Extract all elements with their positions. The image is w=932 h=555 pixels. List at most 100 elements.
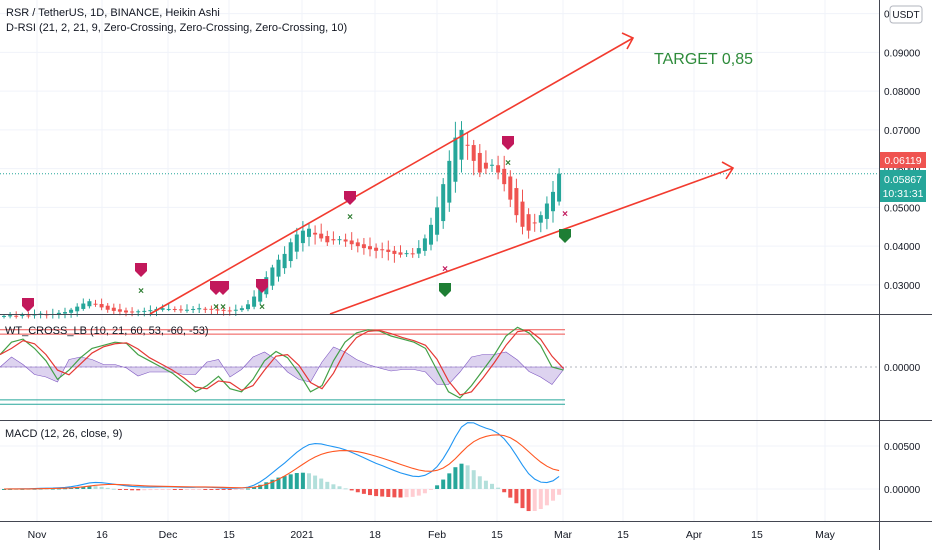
candle-body: [477, 152, 482, 173]
sell-signal-icon[interactable]: [135, 263, 147, 277]
buy-signal-icon[interactable]: [559, 229, 571, 243]
sell-signal-icon[interactable]: [217, 281, 229, 295]
candle-body: [136, 311, 141, 313]
time-axis[interactable]: Nov 16 Dec 15 2021 18 Feb 15 Mar 15 Apr 15 May: [28, 529, 836, 541]
candle-body: [374, 247, 379, 251]
macd-histogram-bar: [87, 485, 92, 489]
signal-markers: ×× × ×××××: [22, 136, 571, 313]
currency-label: USDT: [892, 10, 919, 21]
macd-histogram-bar: [459, 463, 464, 489]
macd-histogram-bar: [172, 489, 177, 490]
candle-body: [544, 203, 549, 219]
macd-histogram-bar: [551, 489, 555, 501]
candle-body: [276, 259, 281, 277]
macd-histogram-bar: [99, 486, 104, 489]
macd-histogram-bar: [282, 476, 287, 489]
macd-histogram-bar: [404, 489, 409, 498]
buy-signal-icon[interactable]: [439, 283, 451, 297]
candle-body: [508, 176, 513, 200]
candle-body: [337, 239, 342, 241]
candle-body: [483, 162, 488, 169]
macd-histogram-bar: [294, 473, 299, 489]
macd-histogram-bar: [160, 489, 165, 490]
candle-body: [502, 168, 507, 185]
sell-signal-icon[interactable]: [22, 298, 34, 312]
macd-histogram-bar: [288, 474, 293, 489]
macd-histogram-bar: [203, 489, 208, 490]
macd-histogram-bar: [410, 489, 415, 497]
candle-body: [246, 304, 250, 310]
candle-body: [239, 308, 244, 311]
candle-body: [349, 240, 354, 245]
macd-histogram-bar: [557, 489, 562, 495]
cross-signal-icon: ×: [562, 209, 568, 220]
candle-body: [325, 236, 330, 243]
candle-body: [87, 301, 92, 307]
symbol-title[interactable]: RSR / TetherUS, 1D, BINANCE, Heikin Ashi: [6, 7, 220, 19]
lower-trendline[interactable]: [329, 167, 734, 315]
wt-tick-label: 0.00000: [884, 363, 921, 374]
macd-histogram-bar: [490, 483, 494, 489]
macd-histogram-bar: [93, 486, 98, 489]
sell-signal-icon[interactable]: [344, 191, 356, 205]
candle-body: [532, 222, 537, 224]
macd-histogram-bar: [441, 479, 446, 489]
cross-signal-icon: ×: [220, 302, 226, 313]
upper-trendline[interactable]: [149, 37, 634, 315]
time-tick-label: 18: [369, 529, 381, 541]
candle-body: [215, 309, 220, 311]
currency-box[interactable]: [889, 5, 923, 24]
macd-histogram-bar: [477, 476, 482, 489]
macd-histogram-bar: [319, 478, 324, 489]
candle-body: [56, 312, 61, 315]
macd-histogram-bar: [355, 489, 360, 493]
macd-histogram-bar: [252, 486, 257, 489]
macd-histogram-bar: [520, 489, 525, 509]
candle-body: [343, 239, 348, 242]
target-label[interactable]: TARGET 0,85: [654, 51, 753, 68]
candle-body: [63, 312, 67, 314]
candle-body: [368, 246, 372, 250]
signal-line: [3, 434, 560, 490]
macd-histogram-bar: [386, 489, 391, 497]
macd-pane-title[interactable]: MACD (12, 26, close, 9): [5, 428, 122, 440]
candle-body: [209, 308, 214, 310]
time-tick-label: 15: [491, 529, 503, 541]
macd-histogram-bar: [185, 489, 189, 490]
macd-histogram-bar: [111, 488, 116, 490]
wt-pane-title[interactable]: WT_CROSS_LB (10, 21, 60, 53, -60, -53): [5, 325, 209, 337]
macd-histogram-bar: [258, 484, 263, 489]
candles-layer: [2, 121, 562, 319]
macd-histogram-bar: [75, 487, 80, 489]
candle-body: [416, 248, 421, 254]
cross-signal-icon: ×: [259, 302, 265, 313]
wt-pane: [0, 326, 879, 405]
candle-body: [148, 310, 153, 312]
macd-histogram-bar: [2, 489, 6, 490]
macd-histogram-bar: [130, 489, 135, 491]
candle-body: [465, 144, 470, 146]
price-tick-label: 0.07000: [884, 126, 921, 137]
macd-histogram-bar: [331, 484, 336, 489]
macd-histogram-bar: [325, 481, 330, 489]
candle-body: [20, 314, 25, 317]
candle-body: [422, 238, 427, 251]
time-tick-label: 2021: [290, 529, 314, 541]
trendlines: [149, 32, 735, 315]
chart-legend[interactable]: RSR / TetherUS, 1D, BINANCE, Heikin Ashi…: [6, 6, 347, 36]
upper-trendline-arrowhead: [621, 32, 635, 50]
macd-histogram-bar: [502, 489, 507, 493]
sell-signal-icon[interactable]: [502, 136, 514, 150]
candle-body: [233, 309, 238, 311]
macd-histogram-bar: [526, 489, 531, 512]
sell-signal-icon[interactable]: [256, 279, 268, 293]
candle-body: [227, 310, 232, 312]
candle-body: [520, 201, 525, 227]
macd-histogram-bar: [465, 465, 470, 489]
candle-body: [282, 253, 287, 269]
macd-histogram-bar: [136, 489, 141, 491]
indicator-title[interactable]: D-RSI (21, 2, 21, 9, Zero-Crossing, Zero…: [6, 22, 348, 34]
